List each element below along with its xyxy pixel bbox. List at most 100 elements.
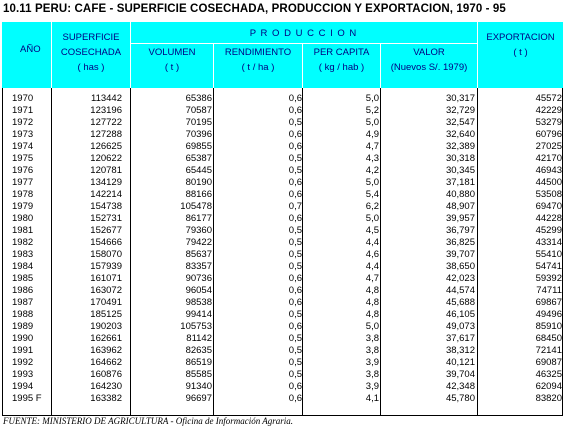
- cell-volumen: 91340: [185, 381, 212, 392]
- table-row: 1994 164230 91340 0,6 3,9 42,348 62094: [2, 381, 563, 393]
- cell-per-capita: 4,7: [365, 273, 379, 284]
- table-row: 1991 163962 82635 0,5 3,8 38,312 72141: [2, 345, 563, 357]
- cell-rendimiento: 0,6: [288, 105, 302, 116]
- cell-superficie: 120781: [90, 165, 122, 176]
- cell-per-capita: 5,0: [365, 93, 379, 104]
- column-divider: [130, 88, 131, 416]
- cell-rendimiento: 0,5: [288, 261, 302, 272]
- table-row: 1983 158070 85637 0,5 4,6 39,707 55410: [2, 249, 563, 261]
- cell-volumen: 105753: [180, 321, 212, 332]
- cell-ano: 1992: [12, 357, 34, 368]
- table-row: 1971 123196 70587 0,6 5,2 32,729 42229: [2, 105, 563, 117]
- column-divider: [380, 88, 381, 416]
- cell-exportacion: 42170: [535, 153, 562, 164]
- cell-per-capita: 4,4: [365, 261, 379, 272]
- cell-exportacion: 27025: [535, 141, 562, 152]
- cell-valor: 48,907: [445, 201, 475, 212]
- cell-rendimiento: 0,6: [288, 177, 302, 188]
- header-divider: [51, 22, 52, 88]
- cell-ano: 1988: [12, 309, 34, 320]
- column-divider: [51, 88, 52, 416]
- cell-ano: 1983: [12, 249, 34, 260]
- cell-superficie: 164662: [90, 357, 122, 368]
- cell-superficie: 127722: [90, 117, 122, 128]
- cell-per-capita: 3,9: [365, 357, 379, 368]
- column-divider: [213, 88, 214, 416]
- cell-exportacion: 55410: [535, 249, 562, 260]
- table-row: 1992 164662 86519 0,5 3,9 40,121 69087: [2, 357, 563, 369]
- cell-rendimiento: 0,5: [288, 357, 302, 368]
- cell-exportacion: 72141: [535, 345, 562, 356]
- cell-volumen: 80190: [185, 177, 212, 188]
- cell-valor: 40,880: [445, 189, 475, 200]
- cell-valor: 38,650: [445, 261, 475, 272]
- cell-rendimiento: 0,6: [288, 381, 302, 392]
- cell-per-capita: 6,2: [365, 201, 379, 212]
- cell-valor: 39,707: [445, 249, 475, 260]
- cell-ano: 1977: [12, 177, 34, 188]
- header-exportacion: EXPORTACION: [486, 32, 555, 43]
- cell-valor: 45,688: [445, 297, 475, 308]
- cell-valor: 42,348: [445, 381, 475, 392]
- cell-exportacion: 69867: [535, 297, 562, 308]
- cell-ano: 1981: [12, 225, 34, 236]
- header-ano: AÑO: [20, 44, 41, 55]
- cell-valor: 40,121: [445, 357, 475, 368]
- cell-superficie: 142214: [90, 189, 122, 200]
- header-divider: [130, 22, 131, 88]
- header-superficie-line2: COSECHADA: [60, 47, 122, 58]
- cell-volumen: 90736: [185, 273, 212, 284]
- cell-superficie: 190203: [90, 321, 122, 332]
- cell-ano: 1985: [12, 273, 34, 284]
- cell-exportacion: 53279: [535, 117, 562, 128]
- cell-rendimiento: 0,6: [288, 273, 302, 284]
- cell-rendimiento: 0,5: [288, 117, 302, 128]
- table-row: 1975 120622 65387 0,5 4,3 30,318 42170: [2, 153, 563, 165]
- column-divider: [562, 88, 563, 416]
- cell-superficie: 170491: [90, 297, 122, 308]
- header-divider: [380, 43, 381, 88]
- cell-valor: 38,312: [445, 345, 475, 356]
- cell-per-capita: 5,4: [365, 189, 379, 200]
- cell-valor: 36,797: [445, 225, 475, 236]
- cell-exportacion: 62094: [535, 381, 562, 392]
- cell-per-capita: 3,8: [365, 369, 379, 380]
- cell-per-capita: 5,0: [365, 117, 379, 128]
- cell-exportacion: 53508: [535, 189, 562, 200]
- cell-ano: 1993: [12, 369, 34, 380]
- cell-rendimiento: 0,5: [288, 249, 302, 260]
- table-row: 1973 127288 70396 0,6 4,9 32,640 60796: [2, 129, 563, 141]
- cell-rendimiento: 0,6: [288, 393, 302, 404]
- table-row: 1970 113442 65386 0,6 5,0 30,317 45572: [2, 93, 563, 105]
- cell-rendimiento: 0,6: [288, 189, 302, 200]
- header-volumen-unit: ( t ): [164, 62, 180, 73]
- table-row: 1972 127722 70195 0,5 5,0 32,547 53279: [2, 117, 563, 129]
- cell-per-capita: 4,3: [365, 153, 379, 164]
- cell-per-capita: 3,8: [365, 345, 379, 356]
- cell-volumen: 65387: [185, 153, 212, 164]
- cell-ano: 1970: [12, 93, 34, 104]
- cell-rendimiento: 0,6: [288, 141, 302, 152]
- cell-superficie: 160876: [90, 369, 122, 380]
- cell-per-capita: 4,1: [365, 393, 379, 404]
- cell-volumen: 83357: [185, 261, 212, 272]
- cell-ano: 1976: [12, 165, 34, 176]
- table-row: 1982 154666 79422 0,5 4,4 36,825 43314: [2, 237, 563, 249]
- cell-superficie: 164230: [90, 381, 122, 392]
- cell-superficie: 161071: [90, 273, 122, 284]
- column-divider: [2, 88, 3, 416]
- cell-ano: 1980: [12, 213, 34, 224]
- header-divider: [302, 43, 303, 88]
- cell-rendimiento: 0,6: [288, 213, 302, 224]
- cell-volumen: 86177: [185, 213, 212, 224]
- header-per-capita-unit: ( kg / hab ): [318, 62, 365, 73]
- table-row: 1988 185125 99414 0,5 4,8 46,105 49496: [2, 309, 563, 321]
- header-per-capita: PER CAPITA: [313, 47, 370, 58]
- cell-per-capita: 4,8: [365, 297, 379, 308]
- cell-rendimiento: 0,5: [288, 153, 302, 164]
- table-row: 1993 160876 85585 0,5 3,8 39,704 46325: [2, 369, 563, 381]
- cell-per-capita: 4,2: [365, 165, 379, 176]
- cell-rendimiento: 0,6: [288, 129, 302, 140]
- cell-exportacion: 44228: [535, 213, 562, 224]
- cell-rendimiento: 0,5: [288, 345, 302, 356]
